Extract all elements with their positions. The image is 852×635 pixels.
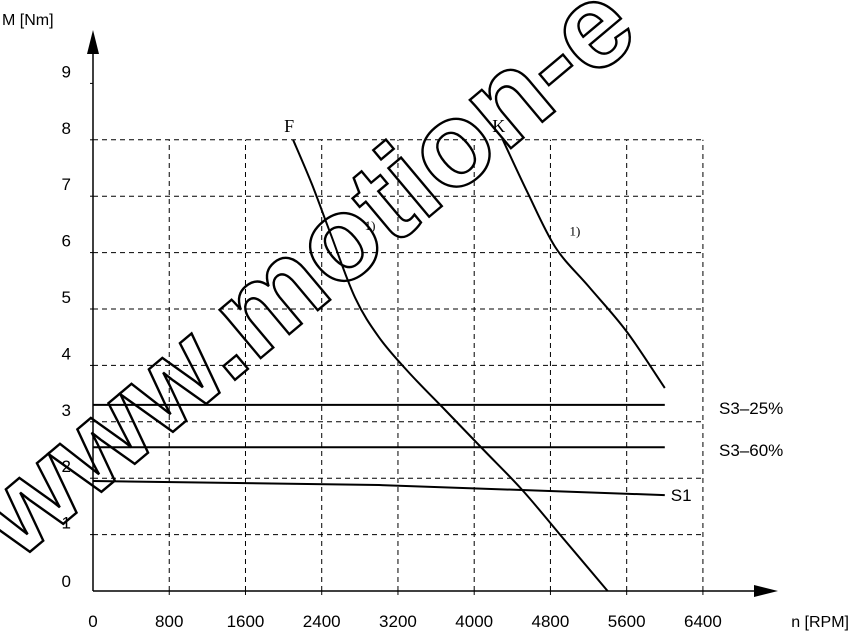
series-lines bbox=[92, 139, 666, 592]
x-axis-title: n [RPM] bbox=[791, 614, 849, 631]
series-label: F bbox=[284, 116, 294, 136]
x-tick-label: 0 bbox=[88, 612, 97, 631]
series-label: S3–60% bbox=[719, 441, 783, 460]
axes: 0 800 1600 2400 3200 4000 4800 5600 6400 0 1 2 3 4 5 6 7… bbox=[2, 12, 849, 631]
y-axis-arrow bbox=[87, 30, 99, 54]
y-tick-label: 9 bbox=[62, 62, 71, 81]
y-tick-label: 3 bbox=[62, 401, 71, 420]
annotation-label: 1) bbox=[570, 224, 581, 239]
series-label: K bbox=[492, 116, 505, 136]
y-tick-label: 0 bbox=[62, 572, 71, 591]
y-tick-label: 1 bbox=[62, 514, 71, 533]
x-tick-label: 800 bbox=[155, 612, 183, 631]
x-tick-label: 3200 bbox=[379, 612, 417, 631]
y-tick-label: 4 bbox=[62, 344, 71, 363]
x-tick-label: 4000 bbox=[455, 612, 493, 631]
y-axis-title: M [Nm] bbox=[2, 12, 54, 29]
x-tick-label: 5600 bbox=[608, 612, 646, 631]
series-label: S3–25% bbox=[719, 399, 783, 418]
x-tick-label: 6400 bbox=[684, 612, 722, 631]
x-tick-label: 1600 bbox=[227, 612, 265, 631]
series-label: S1 bbox=[671, 486, 692, 505]
y-tick-label: 7 bbox=[62, 175, 71, 194]
x-tick-label: 2400 bbox=[303, 612, 341, 631]
y-tick-label: 8 bbox=[62, 119, 71, 138]
x-axis-arrow bbox=[754, 585, 778, 597]
annotation-label: 1) bbox=[365, 218, 376, 233]
labels: F K S3–25% S3–60% S1 1) 1) bbox=[284, 116, 783, 505]
series-line bbox=[92, 480, 665, 497]
grid bbox=[93, 139, 704, 591]
series-line bbox=[501, 139, 666, 389]
series-line bbox=[292, 139, 609, 592]
y-tick-label: 5 bbox=[62, 288, 71, 307]
watermark: www.motion-e bbox=[0, 0, 660, 584]
watermark-text: www.motion-e bbox=[0, 0, 660, 584]
y-tick-label: 2 bbox=[62, 457, 71, 476]
y-tick-label: 6 bbox=[62, 232, 71, 251]
x-tick-label: 4800 bbox=[532, 612, 570, 631]
